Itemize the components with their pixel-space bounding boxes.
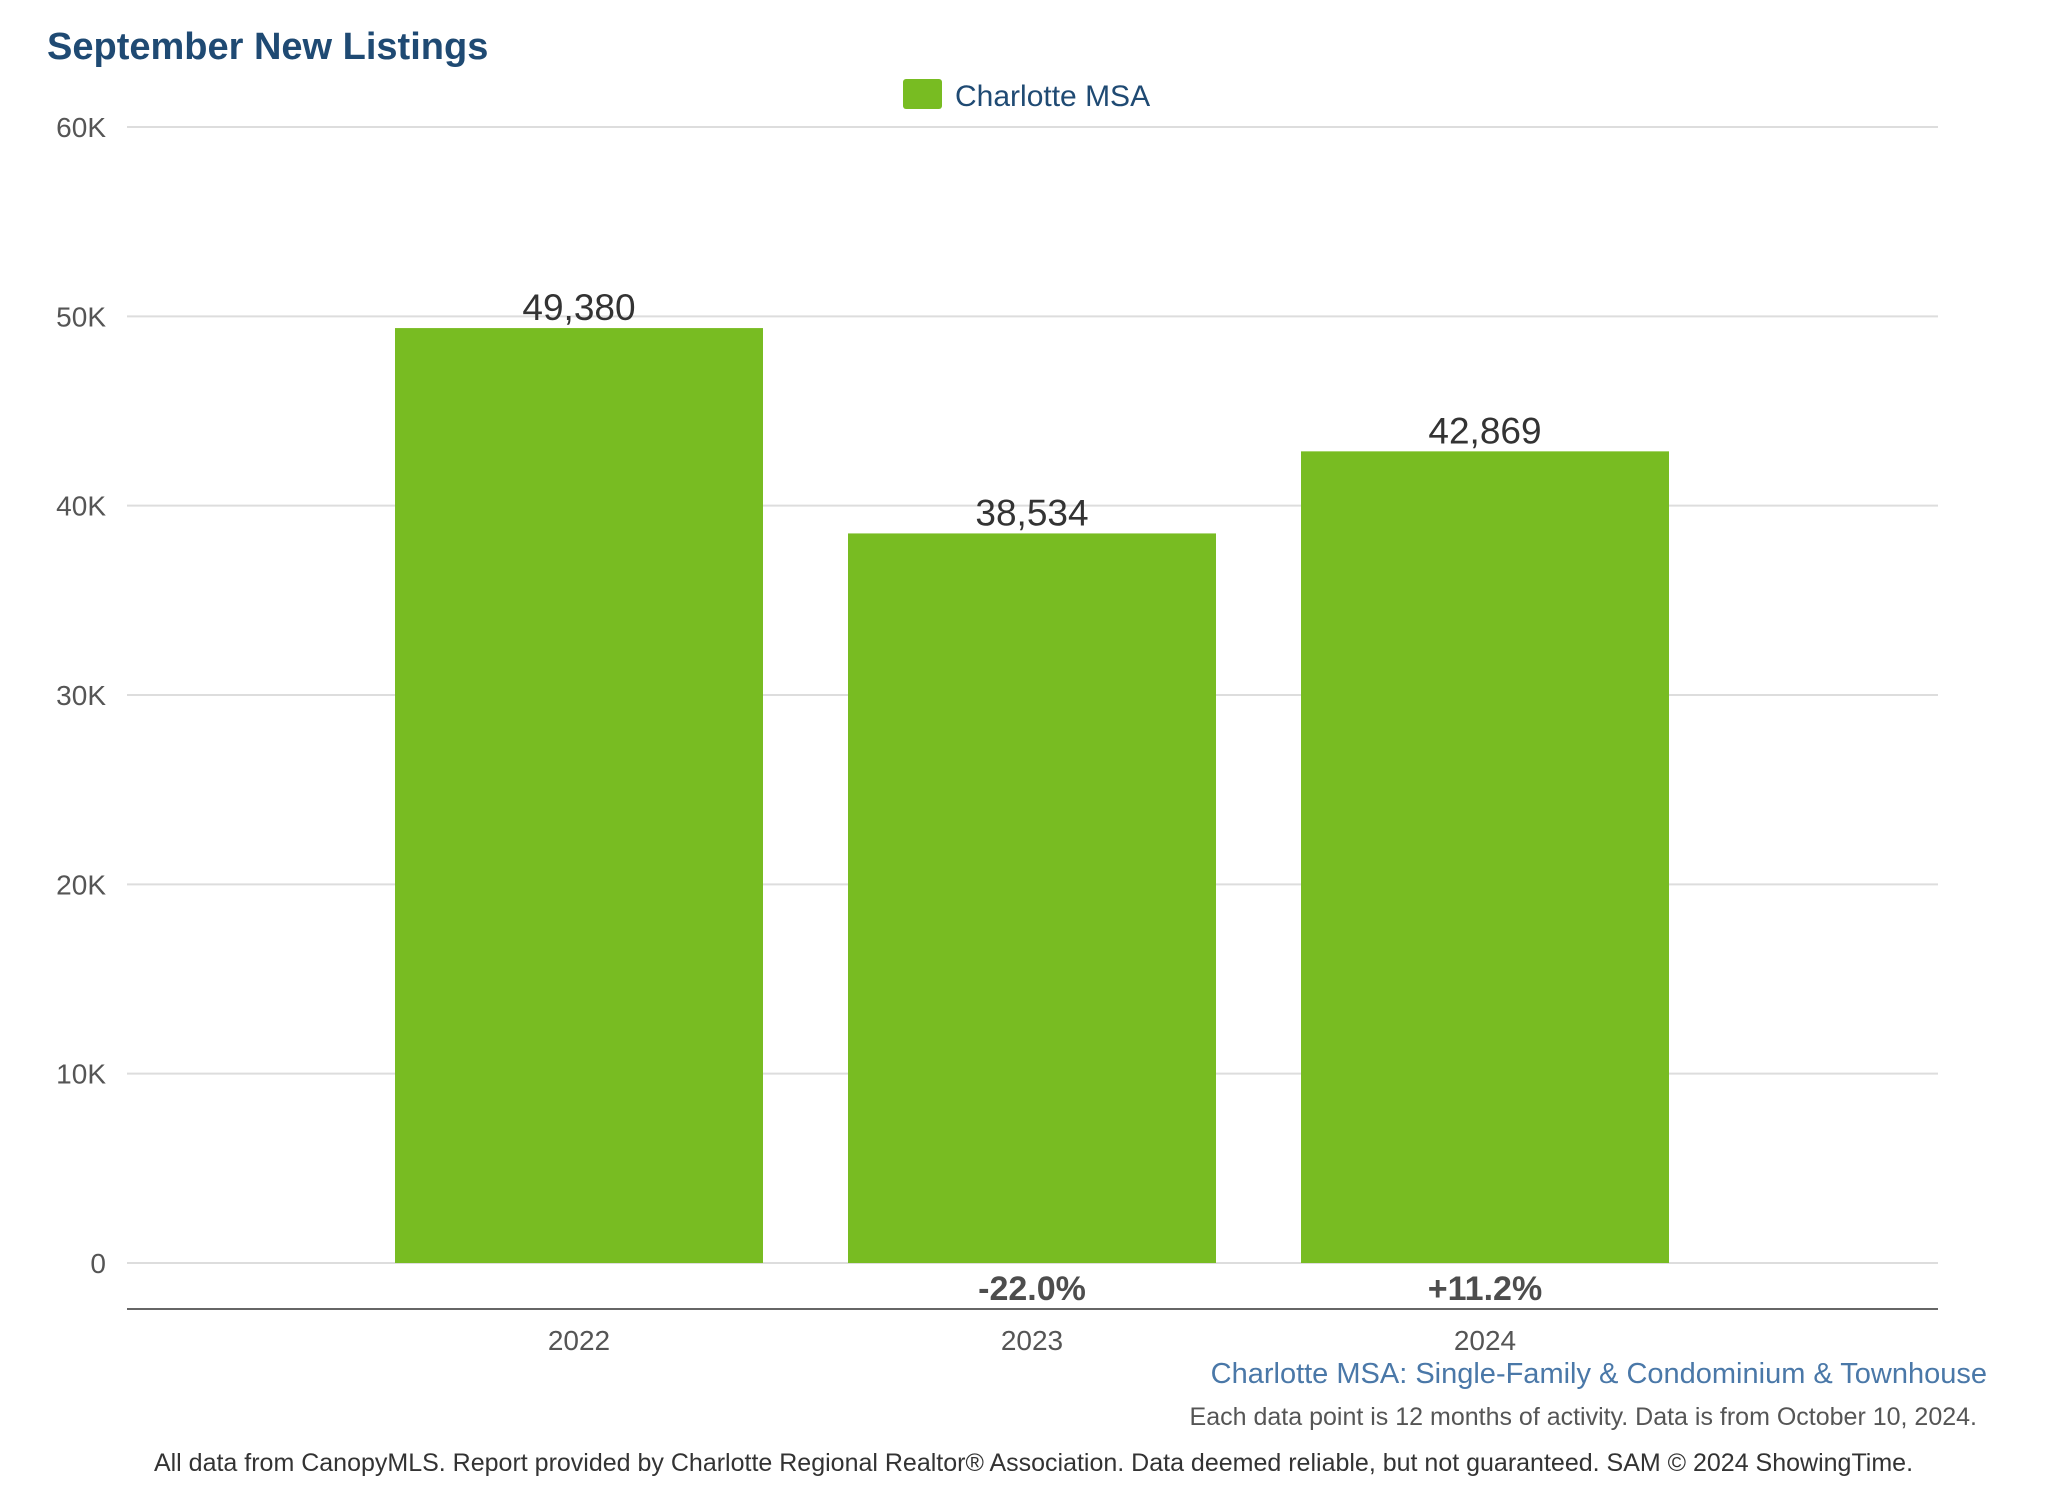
y-tick-label: 20K [56, 869, 106, 900]
y-tick-label: 60K [56, 112, 106, 143]
bar [1301, 451, 1669, 1263]
y-tick-label: 40K [56, 491, 106, 522]
data-label: 38,534 [975, 492, 1088, 533]
chart-title: September New Listings [47, 26, 489, 68]
change-label: -22.0% [978, 1270, 1086, 1308]
legend: Charlotte MSA [903, 79, 1150, 113]
y-tick-label: 50K [56, 301, 106, 332]
chart-subtitle: Charlotte MSA: Single-Family & Condomini… [1210, 1358, 1987, 1390]
x-tick-label: 2023 [1001, 1325, 1063, 1356]
bars [395, 328, 1669, 1263]
source-note: All data from CanopyMLS. Report provided… [153, 1449, 1914, 1477]
x-axis: 2022 2023 2024 [127, 1308, 1938, 1356]
value-labels: 49,380 38,534 -22.0% 42,869 +11.2% [522, 287, 1542, 1308]
legend-swatch [903, 79, 942, 109]
bar [848, 533, 1216, 1263]
data-label: 49,380 [522, 287, 635, 328]
y-tick-label: 10K [56, 1059, 106, 1090]
y-axis-ticks: 0 10K 20K 30K 40K 50K 60K [56, 112, 106, 1279]
data-note: Each data point is 12 months of activity… [1189, 1403, 1977, 1431]
x-tick-label: 2024 [1454, 1325, 1516, 1356]
y-tick-label: 0 [90, 1248, 106, 1279]
y-tick-label: 30K [56, 680, 106, 711]
data-label: 42,869 [1428, 410, 1541, 451]
bar [395, 328, 763, 1263]
x-tick-label: 2022 [548, 1325, 610, 1356]
legend-label: Charlotte MSA [955, 80, 1150, 113]
change-label: +11.2% [1428, 1270, 1542, 1308]
